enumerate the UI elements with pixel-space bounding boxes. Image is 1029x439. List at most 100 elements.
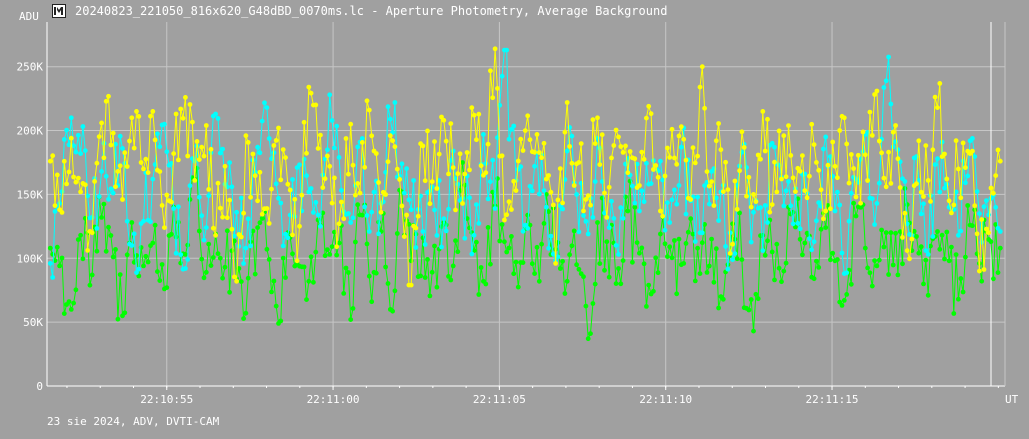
data-point [401, 190, 407, 196]
title-bar: 20240823_221050_816x620_G48dBD_0070ms.lc… [0, 0, 1029, 24]
data-point [583, 303, 589, 309]
data-point [639, 245, 645, 251]
data-point [823, 134, 829, 140]
data-point [155, 269, 160, 274]
data-point [64, 127, 69, 133]
data-point [399, 161, 405, 167]
data-point [606, 184, 612, 190]
data-point [702, 105, 707, 111]
data-point [196, 194, 202, 200]
data-point [497, 238, 503, 244]
data-point [80, 256, 86, 262]
data-point [492, 46, 498, 52]
data-point [902, 179, 908, 184]
data-point [332, 175, 337, 181]
data-point [54, 244, 60, 250]
data-point [159, 262, 165, 267]
data-point [213, 111, 219, 117]
data-point [245, 275, 251, 281]
data-point [164, 285, 170, 290]
data-point [476, 221, 482, 226]
data-point [536, 150, 542, 155]
data-point [637, 208, 642, 214]
data-point [865, 178, 870, 183]
data-point [886, 149, 891, 155]
data-point [676, 133, 682, 139]
data-point [988, 185, 994, 191]
data-point [462, 171, 468, 177]
data-point [73, 149, 79, 155]
data-point [951, 202, 957, 208]
data-point [876, 180, 882, 186]
data-point [474, 239, 479, 245]
data-point [848, 281, 854, 287]
data-point [50, 275, 56, 280]
data-point [902, 210, 908, 216]
data-point [490, 157, 496, 163]
data-point [862, 245, 868, 251]
data-point [534, 132, 540, 137]
data-point [651, 288, 656, 294]
data-point [723, 159, 728, 165]
data-point [595, 115, 600, 121]
data-point [630, 259, 635, 265]
data-point [285, 181, 291, 187]
data-point [604, 239, 610, 245]
data-point [776, 128, 782, 134]
data-point [187, 183, 193, 189]
data-point [853, 194, 859, 200]
data-point [641, 199, 647, 205]
data-point [613, 281, 619, 286]
data-point [439, 244, 444, 250]
data-point [823, 225, 829, 231]
data-point [124, 252, 130, 258]
data-point [457, 151, 463, 157]
data-point [185, 153, 191, 159]
data-point [935, 229, 940, 234]
data-point [786, 123, 791, 128]
data-point [169, 199, 174, 205]
data-point [590, 215, 596, 220]
data-point [907, 256, 912, 262]
data-point [581, 208, 586, 214]
data-point [739, 257, 745, 262]
data-point [802, 240, 808, 246]
data-point [357, 190, 363, 196]
data-point [513, 188, 519, 194]
data-point [949, 210, 954, 216]
data-point [73, 287, 79, 293]
data-point [772, 144, 777, 150]
data-point [420, 143, 426, 149]
data-point [963, 180, 968, 186]
data-point [499, 153, 505, 159]
data-point [616, 134, 621, 140]
data-point [506, 199, 512, 205]
data-point [879, 150, 884, 156]
data-point [532, 163, 537, 169]
data-point [245, 140, 251, 145]
data-point [571, 183, 577, 188]
data-point [234, 209, 240, 215]
data-point [883, 78, 889, 84]
data-point [818, 226, 824, 232]
data-point [835, 175, 840, 181]
data-point [695, 245, 700, 251]
data-point [78, 151, 83, 157]
data-point [797, 236, 803, 242]
data-point [585, 231, 591, 237]
data-point [453, 207, 458, 213]
data-point [429, 269, 435, 275]
data-point [157, 169, 163, 175]
data-point [979, 278, 985, 284]
data-point [196, 228, 202, 234]
data-point [692, 278, 698, 284]
data-point [590, 301, 596, 306]
data-point [562, 291, 568, 296]
data-point [287, 187, 293, 193]
data-point [930, 234, 936, 239]
data-point [637, 183, 642, 188]
data-point [509, 207, 514, 212]
data-point [648, 181, 654, 187]
data-point [150, 176, 156, 182]
